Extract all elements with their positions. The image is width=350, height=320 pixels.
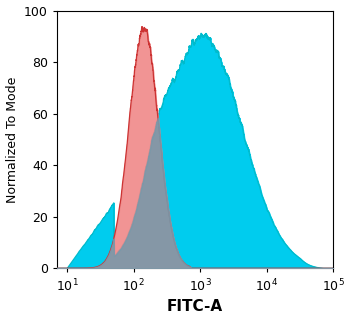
Y-axis label: Normalized To Mode: Normalized To Mode [6,76,19,203]
X-axis label: FITC-A: FITC-A [167,300,223,315]
